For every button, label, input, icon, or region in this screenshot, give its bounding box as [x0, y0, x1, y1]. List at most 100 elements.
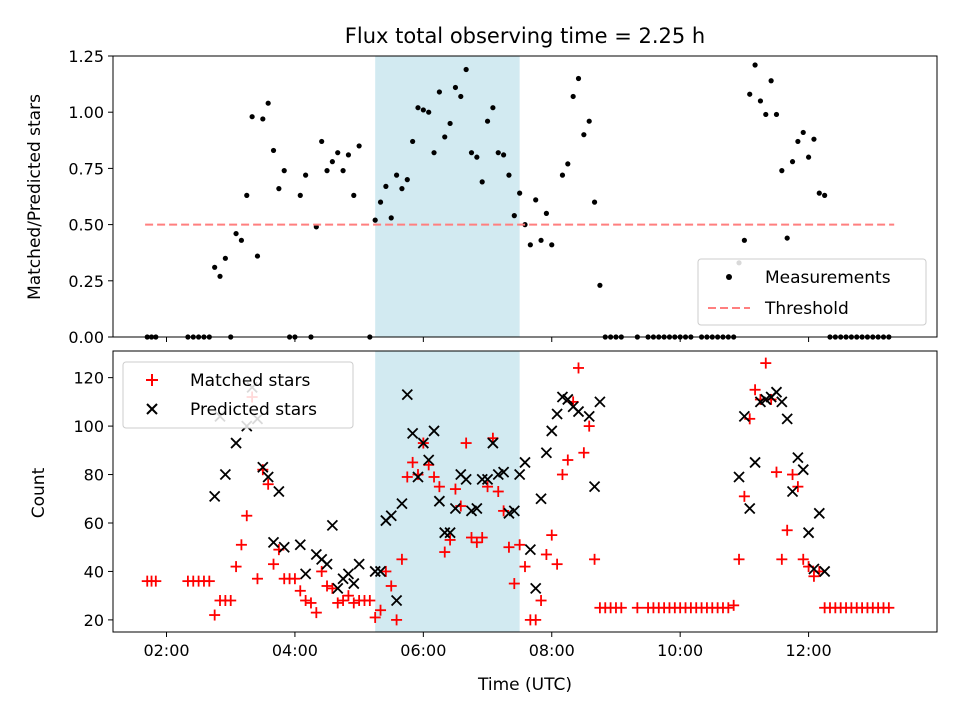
top-x-ticks [166, 337, 810, 342]
measurement-point [393, 172, 400, 178]
predicted-star-point [219, 468, 232, 481]
measurement-point [222, 255, 228, 261]
measurement-point [800, 129, 806, 136]
measurement-point [527, 242, 533, 248]
matched-star-point [738, 490, 750, 502]
matched-star-point [300, 595, 312, 607]
x-tick-label: 06:00 [400, 641, 446, 660]
measurement-point [773, 111, 780, 118]
measurement-point [217, 273, 223, 279]
measurement-point [474, 154, 480, 160]
measurement-point [351, 192, 357, 198]
top-legend-box [697, 258, 927, 326]
predicted-star-point [546, 425, 558, 437]
bottom-axes-frame [112, 350, 938, 633]
predicted-star-point [818, 565, 831, 578]
matched-star-point [722, 602, 734, 614]
y-tick-label: 1.00 [68, 103, 104, 122]
measurement-point [484, 118, 491, 124]
matched-star-point [337, 595, 349, 607]
measurement-point [784, 235, 790, 241]
matched-star-point [444, 534, 456, 546]
x-tick-label: 08:00 [529, 641, 575, 660]
bottom-x-ticks: 02:00 04:00 06:00 08:00 10:00 12:00 [143, 632, 832, 660]
measurement-point [757, 98, 764, 104]
measurement-point [570, 93, 576, 100]
predicted-star-point [332, 582, 344, 595]
matched-star-point [749, 384, 761, 396]
matched-star-point [407, 456, 419, 468]
matched-star-point [428, 471, 440, 483]
matched-star-point [546, 529, 558, 541]
predicted-star-point [588, 481, 601, 493]
legend-measurements-label: Measurements [765, 268, 891, 288]
measurement-point [383, 183, 389, 189]
predicted-star-point [439, 527, 451, 539]
matched-star-point [262, 478, 274, 490]
predicted-star-point [417, 437, 429, 449]
measurement-point [265, 100, 271, 106]
matched-star-point [535, 595, 547, 607]
matched-star-point [471, 536, 483, 548]
matched-star-point [449, 483, 461, 495]
measurement-point [319, 138, 325, 145]
measurement-point [741, 237, 747, 243]
measurement-point [763, 111, 769, 118]
predicted-star-point [433, 495, 446, 507]
predicted-star-point [476, 473, 488, 486]
matched-star-point [364, 595, 376, 607]
legend-predicted-marker [146, 403, 158, 415]
measurement-point [549, 242, 555, 248]
matched-star-point [310, 607, 322, 619]
matched-star-point [578, 447, 590, 459]
measurement-point [575, 75, 582, 82]
measurement-point [581, 132, 587, 138]
measurement-point [238, 237, 245, 243]
measurement-point [244, 192, 250, 198]
measurement-point [212, 264, 218, 270]
matched-star-point [728, 599, 740, 611]
matched-star-point [369, 611, 381, 623]
measurement-point [795, 138, 801, 145]
matched-star-point [787, 469, 799, 481]
matched-star-point [380, 565, 392, 577]
predicted-star-point [572, 405, 585, 418]
measurement-point [747, 91, 753, 97]
predicted-star-point [514, 468, 526, 481]
y-tick-label: 60 [84, 514, 104, 533]
matched-star-point [391, 614, 403, 626]
predicted-star-point [396, 497, 408, 510]
predicted-star-point [519, 456, 531, 469]
measurement-point [822, 192, 828, 198]
measurement-point [372, 217, 378, 223]
predicted-star-point [776, 396, 788, 408]
measurement-point [324, 168, 330, 174]
measurement-point [511, 213, 517, 219]
measurement-point [816, 190, 822, 196]
predicted-star-point [294, 539, 306, 551]
y-tick-label: 40 [84, 562, 104, 581]
measurement-point [281, 168, 287, 174]
matched-star-point [321, 580, 333, 592]
matched-star-point [583, 420, 595, 432]
predicted-star-point [749, 456, 761, 469]
y-tick-label: 0.50 [68, 216, 104, 235]
top-y-axis-label: Matched/Predicted stars [25, 94, 45, 300]
matched-star-point [573, 362, 585, 374]
measurement-point [404, 177, 410, 183]
measurement-point [399, 186, 405, 192]
bottom-y-axis-label: Count [29, 467, 49, 518]
matched-star-point [540, 548, 552, 560]
measurement-point [517, 190, 523, 196]
matched-star-point [375, 604, 387, 616]
bottom-legend: Matched stars Predicted stars [122, 361, 354, 429]
measurement-point [415, 105, 421, 111]
matched-star-point [209, 609, 221, 621]
predicted-star-point [738, 410, 751, 423]
measurement-point [260, 116, 266, 122]
matched-star-point [615, 602, 627, 614]
measurement-point [447, 120, 453, 127]
predicted-star-point [733, 471, 745, 483]
measurement-point [254, 253, 261, 259]
